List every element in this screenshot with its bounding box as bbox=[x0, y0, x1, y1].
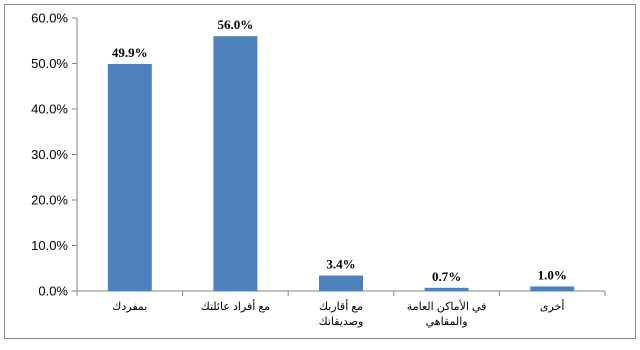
y-tick-label: 40.0% bbox=[31, 102, 68, 117]
data-label: 0.7% bbox=[432, 269, 461, 284]
x-tick-label: مع أقاربك bbox=[319, 299, 363, 313]
y-tick-label: 50.0% bbox=[31, 56, 68, 71]
bar bbox=[107, 63, 152, 291]
data-label: 1.0% bbox=[538, 267, 567, 282]
bar bbox=[319, 275, 363, 291]
data-label: 56.0% bbox=[218, 17, 254, 32]
x-tick-label: وصديقاتك bbox=[319, 316, 364, 328]
bar bbox=[424, 287, 469, 291]
x-tick-label: مع أفراد عائلتك bbox=[201, 299, 271, 313]
data-label: 3.4% bbox=[326, 257, 355, 272]
x-tick-label: والمقاهي bbox=[426, 316, 468, 328]
bar bbox=[530, 286, 575, 291]
bar bbox=[213, 36, 258, 292]
y-tick-label: 0.0% bbox=[38, 284, 68, 299]
x-tick-label: في الأماكن العامة bbox=[407, 299, 487, 313]
x-tick-label: بمفردك bbox=[112, 301, 147, 313]
y-tick-label: 30.0% bbox=[31, 147, 68, 162]
chart-frame bbox=[4, 4, 636, 339]
x-tick-label: أخرى bbox=[540, 299, 565, 313]
y-tick-label: 10.0% bbox=[31, 238, 68, 253]
data-label: 49.9% bbox=[112, 45, 148, 60]
y-tick-label: 20.0% bbox=[31, 193, 68, 208]
y-tick-label: 60.0% bbox=[31, 11, 68, 26]
